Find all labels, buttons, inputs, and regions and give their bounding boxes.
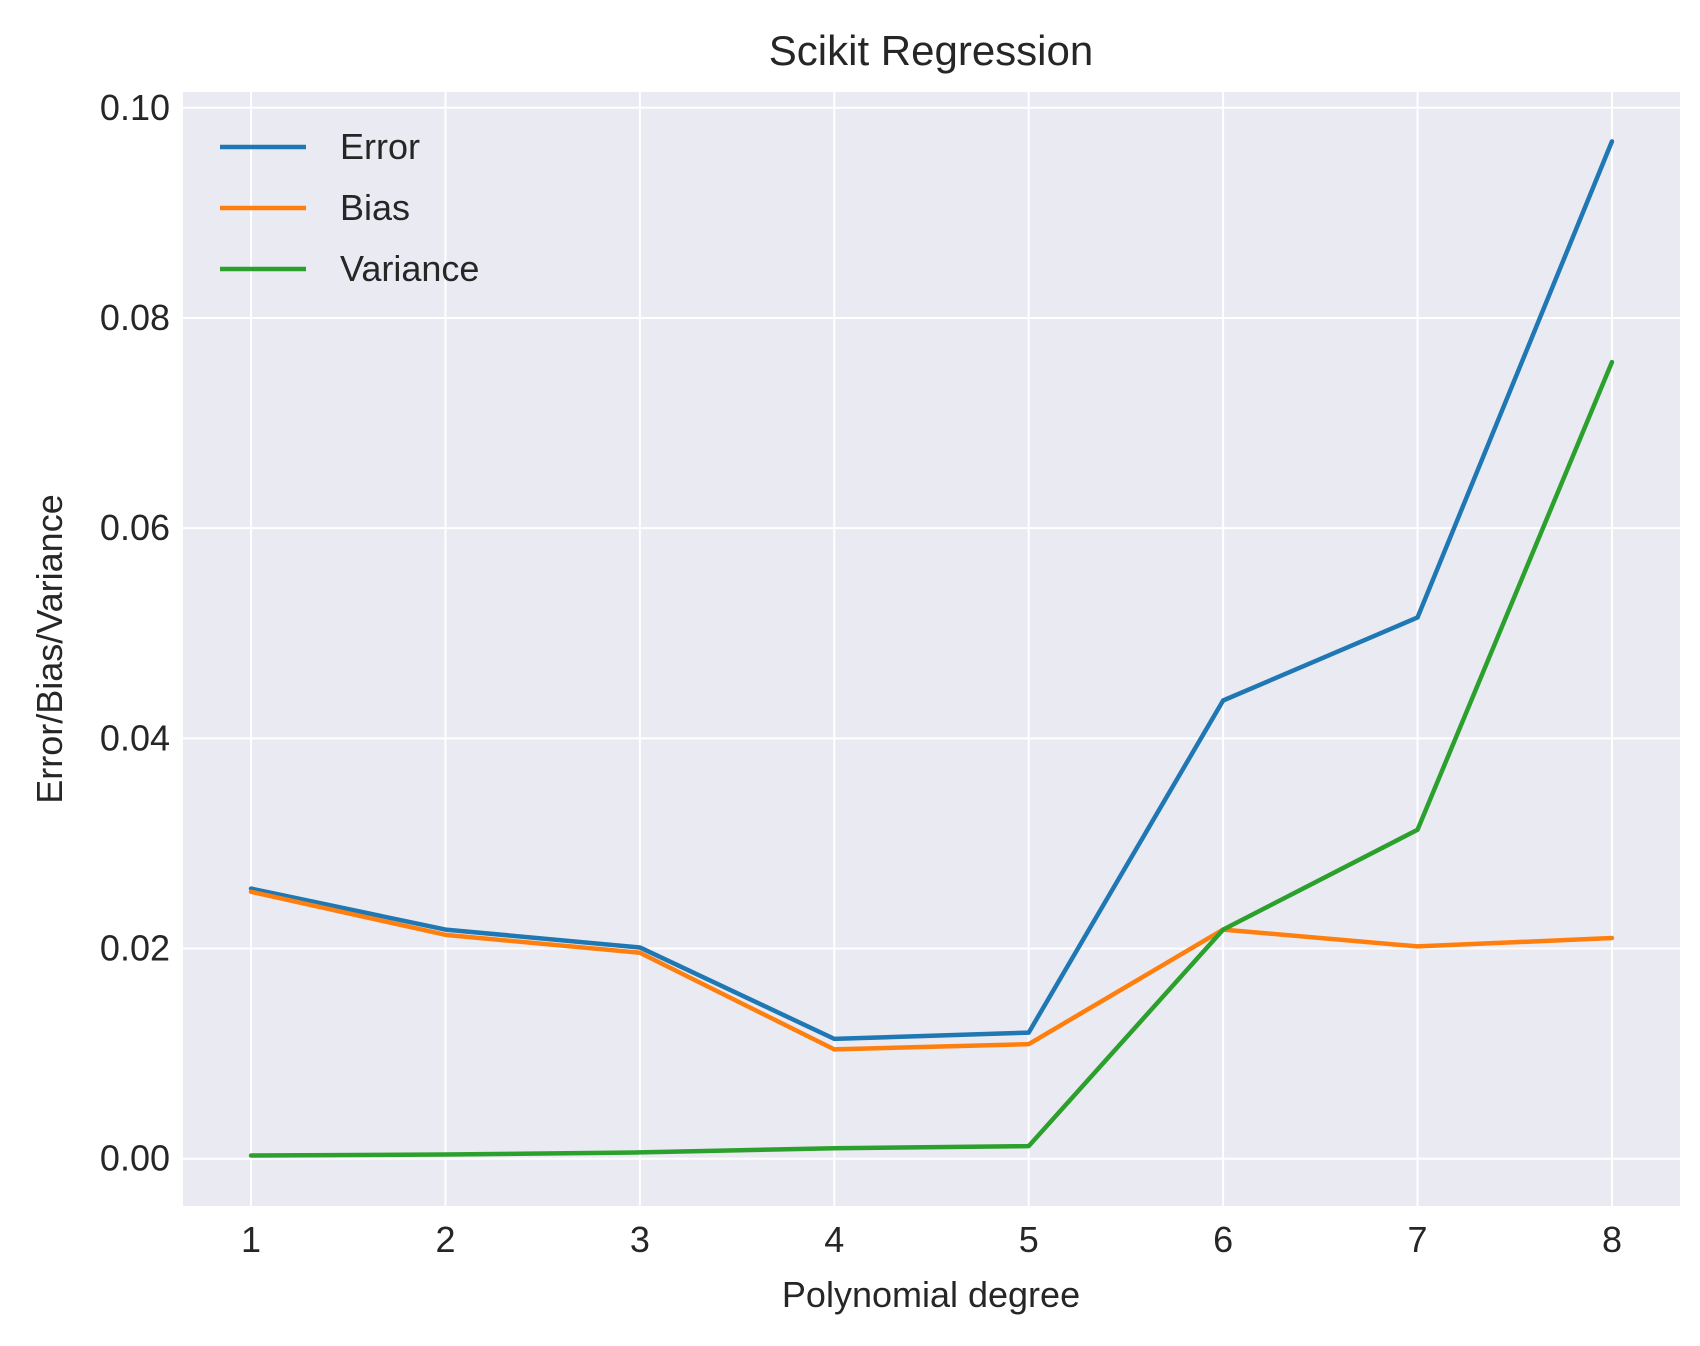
tick-label-layer: 1 2 3 4 5 6 7 8 0.00 0.02 0.04 0.06 0.08 0.10 (100, 87, 1622, 1260)
legend-label-error: Error (340, 126, 420, 167)
plot-area-background (183, 92, 1680, 1206)
x-tick-label: 6 (1213, 1219, 1233, 1260)
x-tick-label: 8 (1602, 1219, 1622, 1260)
y-tick-label: 0.04 (100, 717, 170, 758)
x-tick-label: 3 (630, 1219, 650, 1260)
legend: Error Bias Variance (220, 126, 479, 289)
legend-label-bias: Bias (340, 187, 410, 228)
grid-layer (183, 92, 1680, 1206)
y-tick-label: 0.06 (100, 507, 170, 548)
series-layer (248, 139, 1615, 1158)
series-line-bias (248, 889, 1615, 1052)
y-tick-label: 0.10 (100, 87, 170, 128)
x-tick-label: 2 (435, 1219, 455, 1260)
y-tick-label: 0.02 (100, 928, 170, 969)
x-tick-label: 5 (1019, 1219, 1039, 1260)
y-axis-label: Error/Bias/Variance (29, 494, 70, 803)
y-tick-label: 0.00 (100, 1138, 170, 1179)
x-tick-label: 7 (1408, 1219, 1428, 1260)
x-tick-label: 4 (824, 1219, 844, 1260)
series-line-error (248, 139, 1615, 1042)
chart-title: Scikit Regression (769, 27, 1093, 74)
x-axis-label: Polynomial degree (782, 1274, 1080, 1315)
y-tick-label: 0.08 (100, 297, 170, 338)
x-tick-label: 1 (241, 1219, 261, 1260)
series-line-variance (248, 359, 1615, 1158)
legend-label-variance: Variance (340, 248, 479, 289)
